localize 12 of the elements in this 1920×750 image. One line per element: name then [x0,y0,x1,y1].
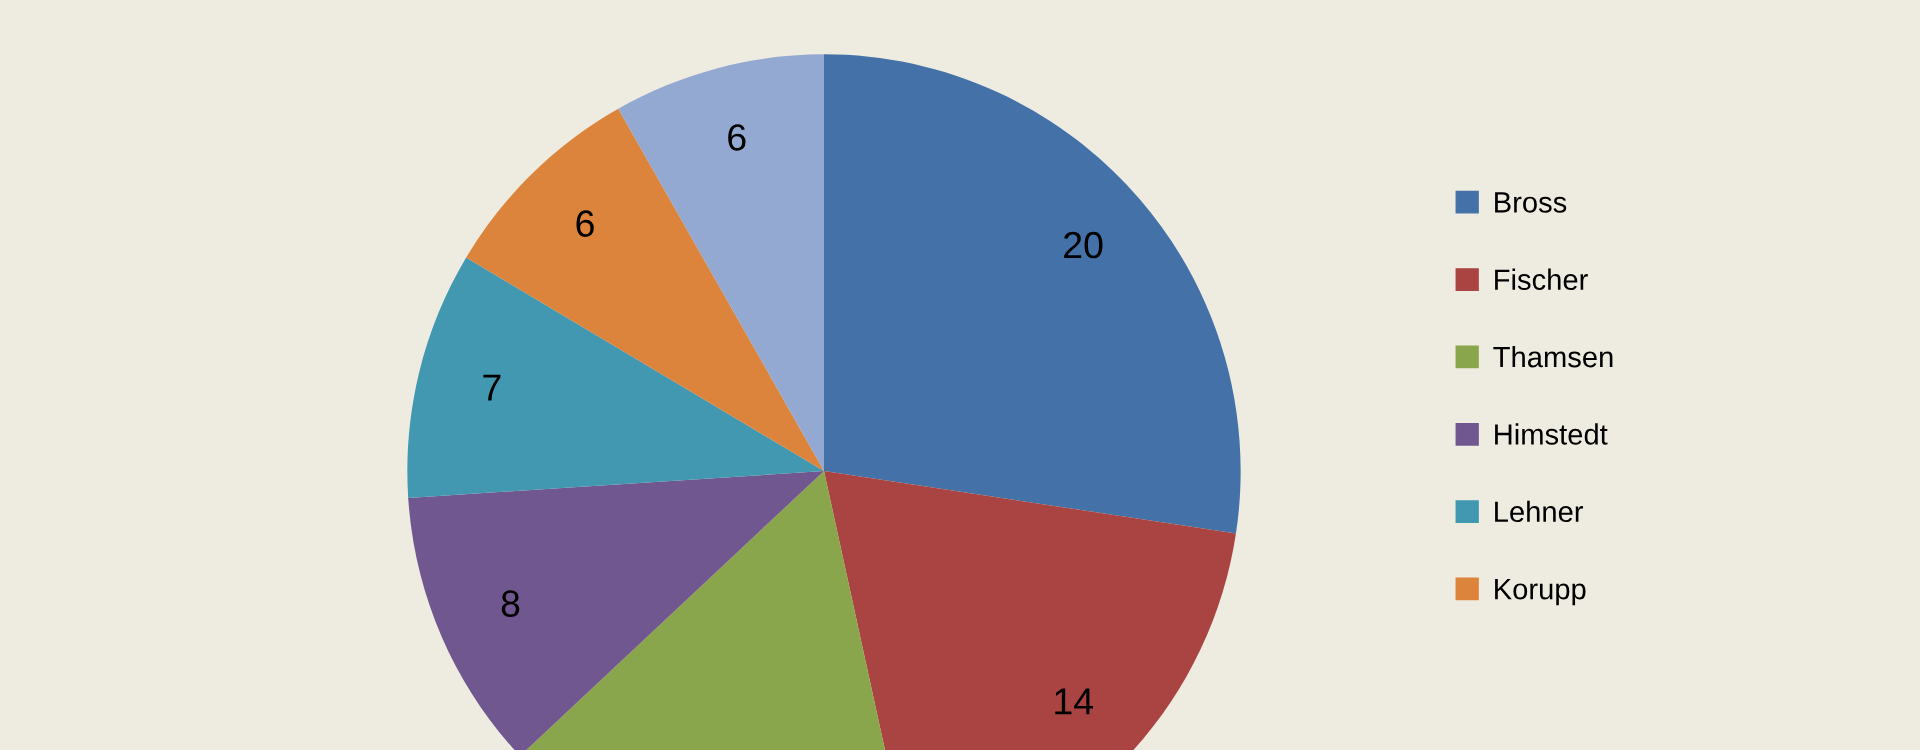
data-label: 8 [501,590,520,617]
data-label: 6 [728,124,746,151]
data-label: 7 [483,374,501,401]
legend-label: Thamsen [1493,345,1613,368]
legend-label: Korupp [1495,579,1586,606]
data-label: 14 [1055,688,1094,715]
data-label: 6 [576,210,594,237]
legend-label: Himstedt [1495,423,1608,445]
legend-label: Lehner [1495,500,1584,523]
legend-label: Fischer [1495,268,1588,291]
legend-label: Bross [1495,192,1567,213]
data-label: 20 [1064,231,1103,259]
